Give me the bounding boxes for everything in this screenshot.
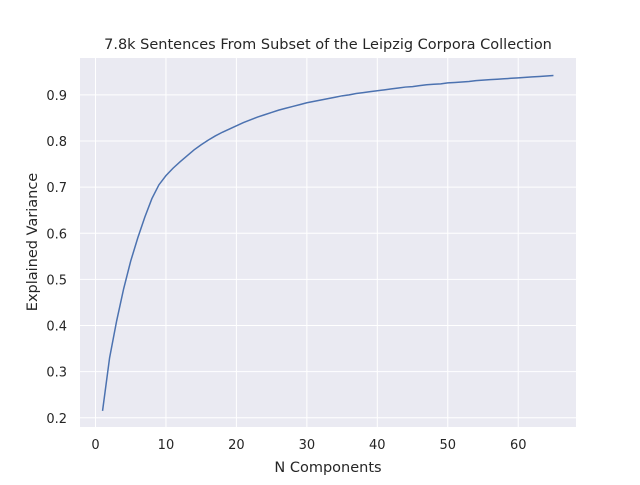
- y-axis-label: Explained Variance: [25, 173, 41, 312]
- y-tick-label: 0.2: [46, 412, 67, 427]
- y-tick-labels: 0.2 0.3 0.4 0.5 0.6 0.7 0.8 0.9: [46, 89, 67, 427]
- x-tick-labels: 0 10 20 30 40 50 60: [91, 438, 526, 453]
- y-tick-label: 0.9: [46, 89, 67, 104]
- y-tick-label: 0.3: [46, 366, 67, 381]
- x-tick-label: 10: [158, 438, 175, 453]
- x-tick-label: 60: [510, 438, 527, 453]
- series-line: [101, 74, 554, 411]
- x-tick-label: 50: [439, 438, 456, 453]
- chart-title: 7.8k Sentences From Subset of the Leipzi…: [104, 37, 552, 53]
- x-gridlines: [95, 58, 519, 427]
- x-tick-label: 0: [91, 438, 99, 453]
- x-tick-label: 40: [369, 438, 386, 453]
- y-tick-label: 0.4: [46, 320, 67, 335]
- y-tick-label: 0.7: [46, 181, 67, 196]
- y-tick-label: 0.8: [46, 135, 67, 150]
- plot-area: [80, 58, 576, 427]
- y-gridlines: [80, 94, 576, 419]
- y-tick-label: 0.5: [46, 273, 67, 288]
- x-axis-label: N Components: [274, 460, 381, 476]
- x-tick-label: 20: [228, 438, 245, 453]
- y-tick-label: 0.6: [46, 227, 67, 242]
- x-tick-label: 30: [299, 438, 316, 453]
